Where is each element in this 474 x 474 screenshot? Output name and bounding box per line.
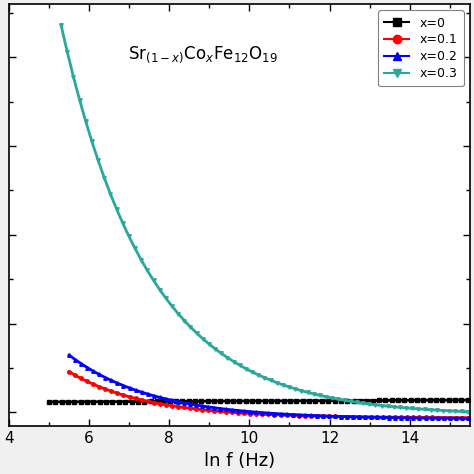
- x=0.1: [447, 415, 453, 420]
- x=0.3: [83, 118, 89, 124]
- Legend: x=0, x=0.1, x=0.2, x=0.3: x=0, x=0.1, x=0.2, x=0.3: [378, 10, 464, 86]
- x=0.2: [447, 415, 453, 421]
- X-axis label: ln f (Hz): ln f (Hz): [204, 452, 275, 470]
- x=0.3: [467, 409, 473, 415]
- x=0.1: [433, 415, 438, 420]
- x=0: [46, 399, 52, 405]
- x=0.3: [447, 408, 452, 414]
- x=0: [63, 399, 69, 405]
- x=0.1: [173, 403, 179, 409]
- x=0.2: [66, 352, 72, 358]
- x=0.3: [134, 249, 140, 255]
- x=0.2: [82, 364, 88, 369]
- x=0.3: [75, 90, 81, 95]
- x=0: [467, 397, 473, 403]
- x=0.3: [167, 301, 173, 306]
- x=0.2: [433, 415, 438, 421]
- Text: Sr$_{(1-x)}$Co$_x$Fe$_{12}$O$_{19}$: Sr$_{(1-x)}$Co$_x$Fe$_{12}$O$_{19}$: [128, 45, 277, 65]
- x=0: [431, 397, 437, 403]
- x=0.3: [432, 407, 438, 413]
- x=0: [446, 397, 452, 403]
- x=0.3: [58, 22, 64, 28]
- x=0.2: [91, 368, 96, 374]
- x=0.1: [141, 398, 146, 403]
- x=0.1: [66, 369, 72, 374]
- x=0: [158, 399, 164, 404]
- x=0.2: [141, 390, 146, 396]
- Line: x=0.2: x=0.2: [67, 353, 472, 420]
- x=0.2: [173, 398, 179, 404]
- x=0.1: [82, 378, 88, 383]
- x=0.1: [91, 382, 96, 387]
- x=0.1: [467, 415, 473, 420]
- Line: x=0: x=0: [47, 398, 472, 404]
- Line: x=0.1: x=0.1: [67, 370, 472, 419]
- Line: x=0.3: x=0.3: [59, 23, 472, 414]
- x=0: [72, 399, 77, 405]
- x=0: [125, 399, 130, 404]
- x=0.2: [467, 416, 473, 421]
